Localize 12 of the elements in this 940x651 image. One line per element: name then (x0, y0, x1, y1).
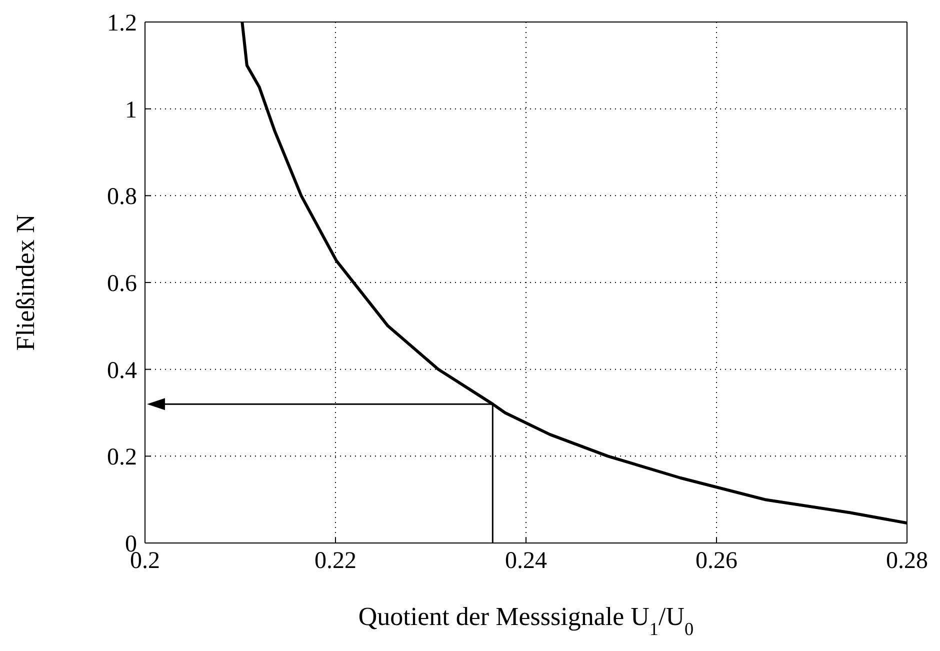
x-axis-title: Quotient der Messsignale U$_{1}$/U$_{0}$ (358, 602, 694, 639)
y-axis-title: Fließindex N (11, 214, 40, 351)
y-tick-label: 0.8 (107, 184, 137, 210)
x-tick-label: 0.24 (505, 548, 547, 574)
y-tick-label: 0.6 (107, 271, 137, 298)
x-tick-label: 0.22 (314, 548, 356, 574)
x-tick-label: 0.28 (886, 548, 928, 574)
y-tick-label: 0.2 (107, 444, 137, 471)
y-tick-label: 1 (125, 97, 137, 124)
y-tick-label: 0.4 (107, 358, 137, 384)
y-tick-label: 1.2 (107, 10, 137, 37)
x-tick-label: 0.26 (696, 548, 738, 574)
